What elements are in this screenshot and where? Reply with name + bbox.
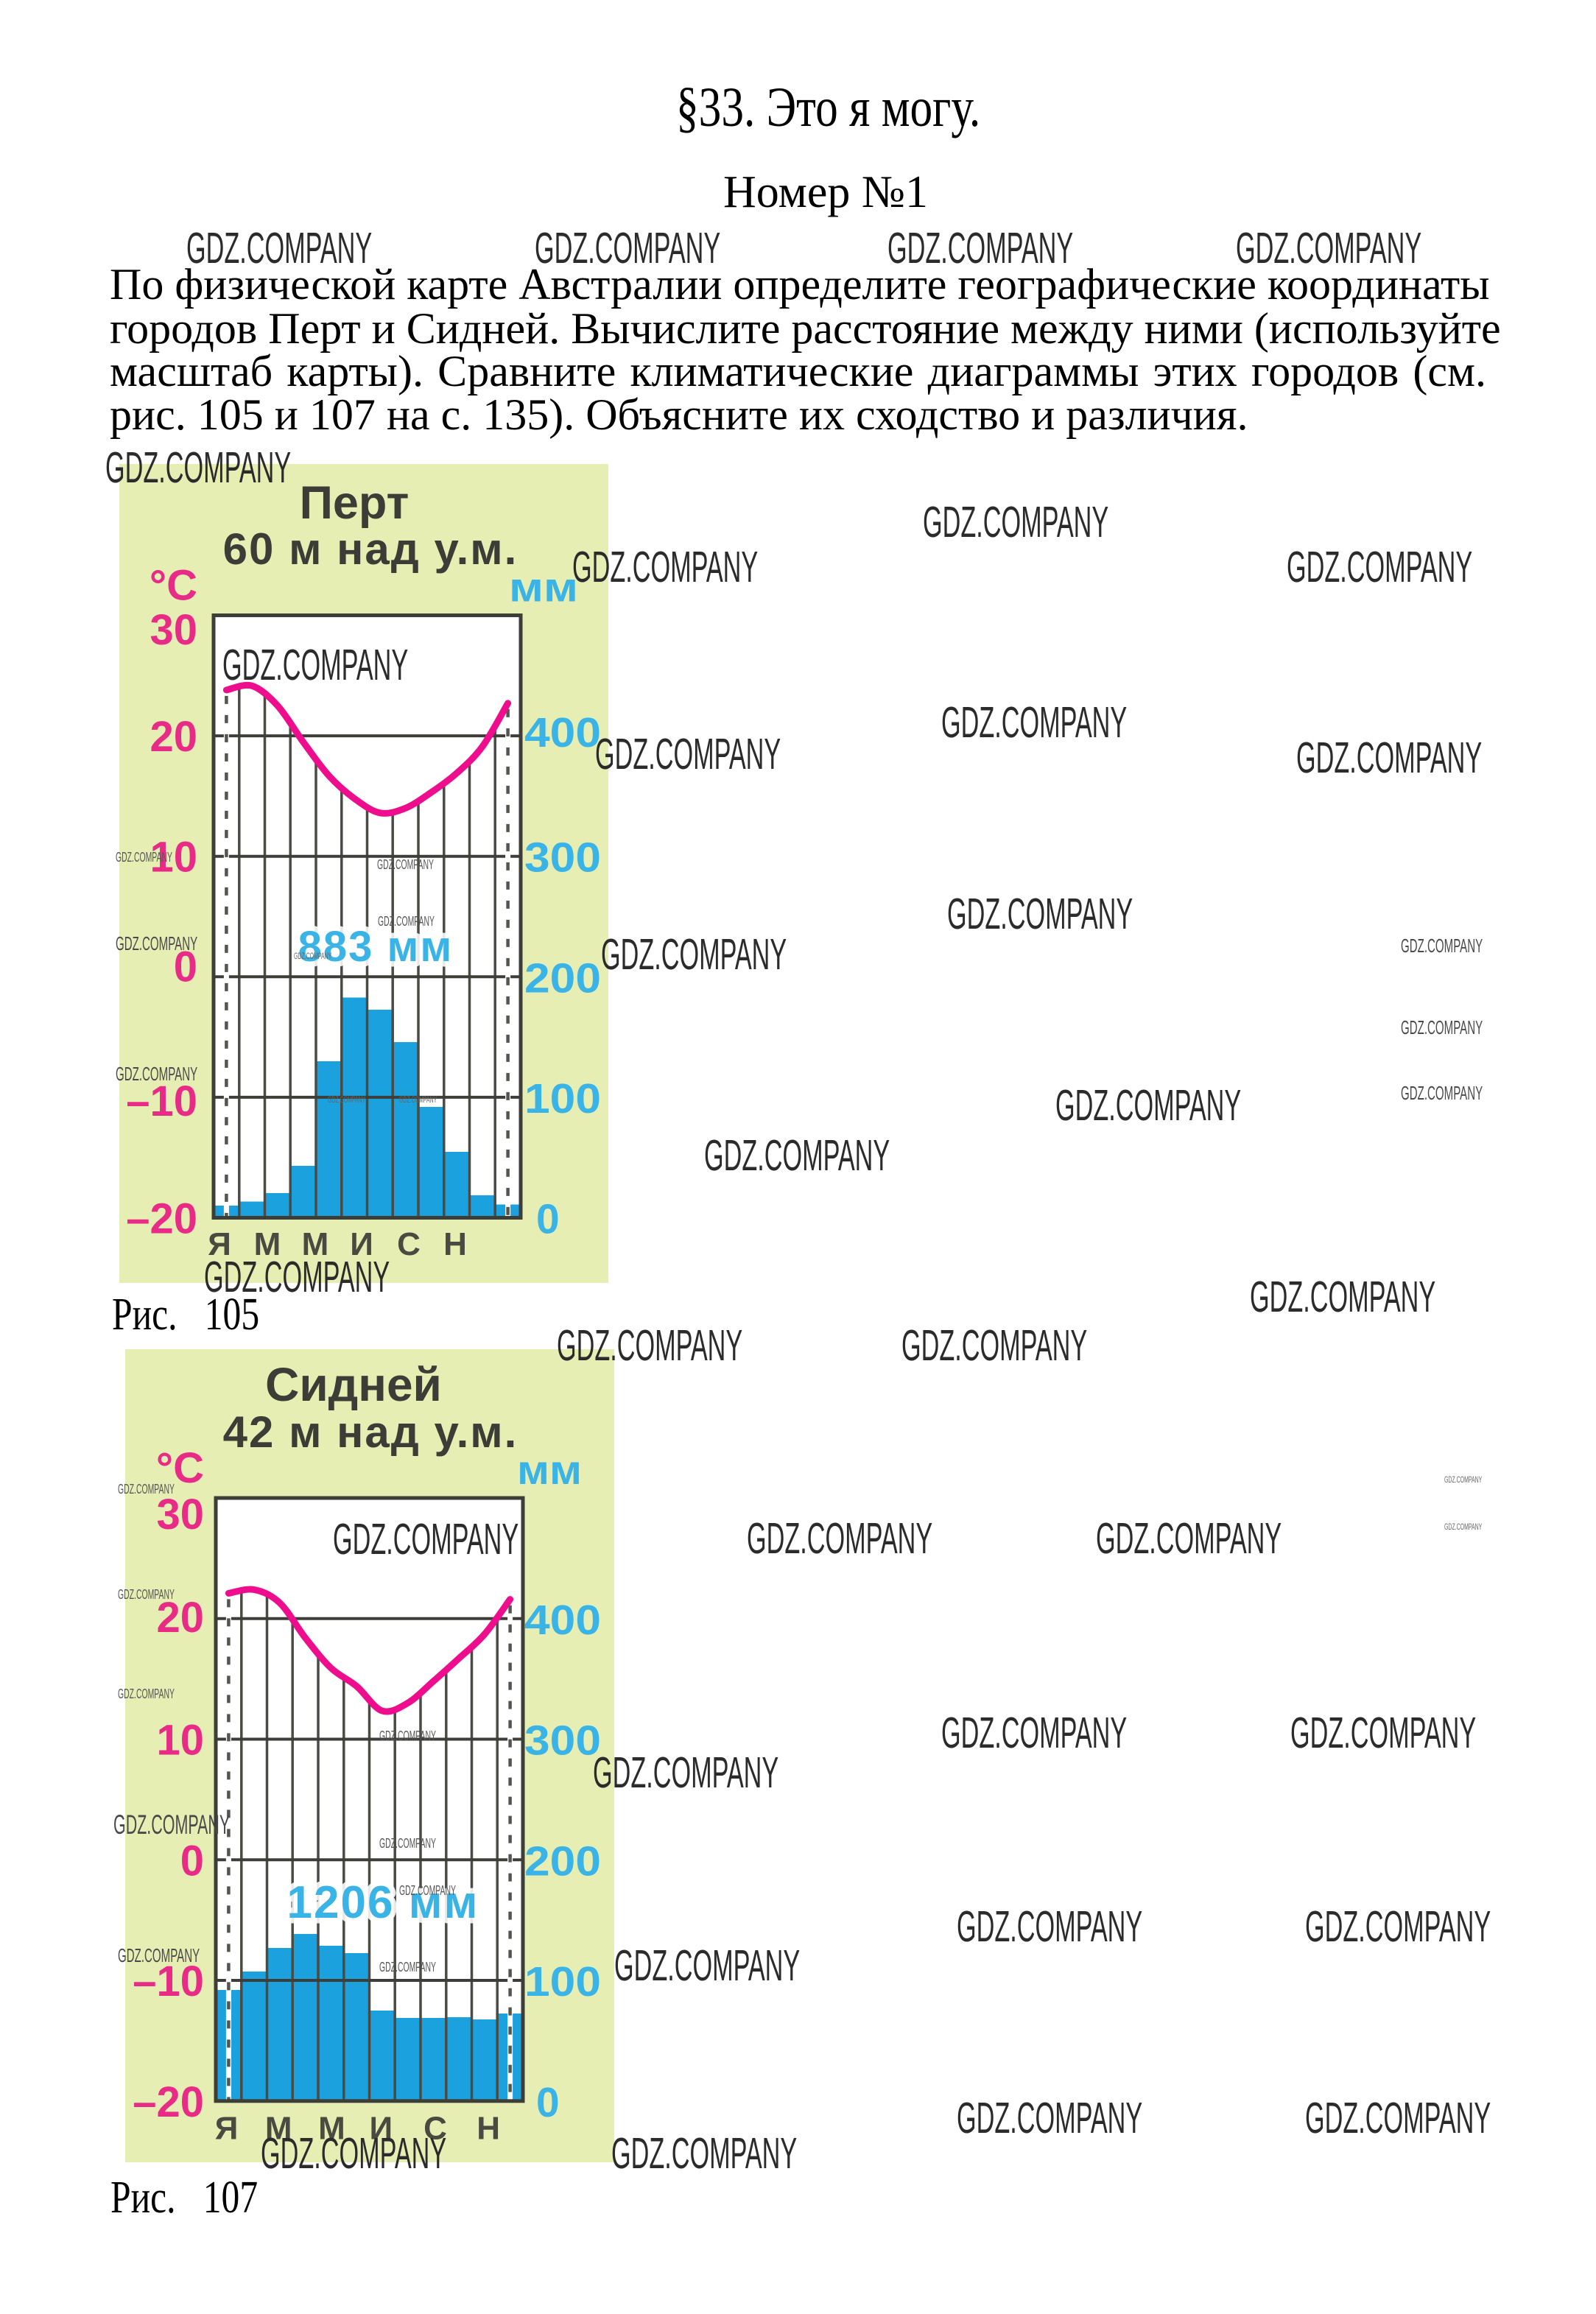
svg-text:30: 30	[150, 606, 197, 654]
svg-text:С: С	[423, 2111, 447, 2147]
svg-text:–20: –20	[126, 1195, 197, 1243]
svg-text:И: И	[350, 1226, 373, 1262]
svg-text:мм: мм	[517, 1446, 582, 1493]
svg-text:20: 20	[156, 1594, 204, 1642]
svg-text:–20: –20	[133, 2078, 204, 2126]
svg-text:20: 20	[150, 713, 197, 761]
svg-text:200: 200	[524, 1838, 601, 1885]
svg-text:300: 300	[524, 834, 601, 882]
svg-text:10: 10	[150, 834, 197, 882]
svg-text:883 мм: 883 мм	[298, 923, 454, 971]
svg-text:Я: Я	[215, 2111, 239, 2147]
svg-text:С: С	[397, 1226, 421, 1262]
svg-text:М: М	[302, 1226, 329, 1262]
svg-text:100: 100	[524, 1958, 601, 2005]
svg-text:Н: Н	[477, 2111, 500, 2147]
svg-text:883 мм: 883 мм	[298, 923, 454, 971]
svg-text:–10: –10	[133, 1958, 204, 2005]
svg-text:300: 300	[524, 1717, 601, 1765]
svg-text:Перт: Перт	[300, 477, 409, 529]
svg-text:0: 0	[174, 943, 197, 991]
svg-text:0: 0	[536, 2079, 560, 2126]
svg-text:400: 400	[524, 709, 601, 756]
svg-text:42 м над у.м.: 42 м над у.м.	[223, 1407, 518, 1457]
svg-text:Я: Я	[208, 1226, 231, 1262]
svg-text:0: 0	[180, 1837, 204, 1885]
svg-text:Н: Н	[443, 1226, 467, 1262]
svg-text:200: 200	[524, 954, 601, 1002]
svg-text:мм: мм	[509, 564, 578, 611]
svg-text:М: М	[318, 2111, 345, 2147]
svg-text:°C: °C	[150, 562, 197, 610]
svg-text:°C: °C	[156, 1444, 204, 1492]
svg-text:10: 10	[156, 1717, 204, 1765]
svg-text:1206 мм: 1206 мм	[287, 1877, 479, 1928]
svg-text:И: И	[369, 2111, 393, 2147]
svg-text:60 м над у.м.: 60 м над у.м.	[223, 524, 518, 574]
svg-text:М: М	[265, 2111, 292, 2147]
svg-text:1206 мм: 1206 мм	[287, 1877, 479, 1928]
svg-text:0: 0	[536, 1196, 560, 1243]
svg-text:–10: –10	[126, 1077, 197, 1125]
svg-text:М: М	[254, 1226, 281, 1262]
svg-text:30: 30	[156, 1491, 204, 1538]
svg-text:100: 100	[524, 1075, 601, 1122]
svg-text:400: 400	[524, 1597, 601, 1644]
svg-text:Сидней: Сидней	[265, 1358, 442, 1411]
